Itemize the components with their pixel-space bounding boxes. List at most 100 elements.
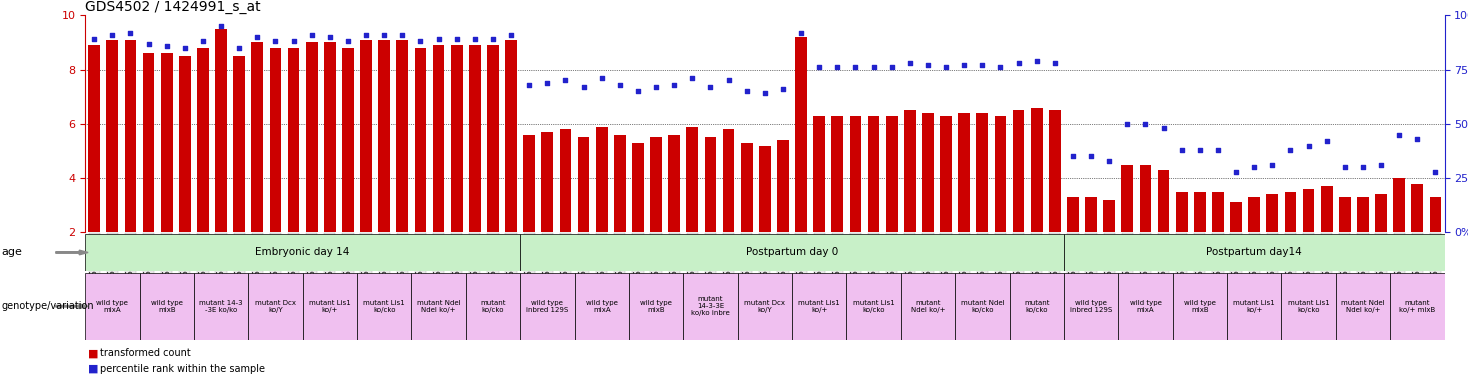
Bar	[1176, 192, 1188, 232]
Bar	[194, 273, 248, 340]
Text: GDS4502 / 1424991_s_at: GDS4502 / 1424991_s_at	[85, 0, 261, 14]
Bar	[142, 53, 154, 232]
Bar	[628, 273, 683, 340]
Bar	[1031, 108, 1042, 232]
Bar	[1336, 273, 1390, 340]
Bar	[1085, 197, 1097, 232]
Bar	[1193, 192, 1205, 232]
Text: mutant Lis1
ko/cko: mutant Lis1 ko/cko	[363, 300, 405, 313]
Point	[1351, 164, 1374, 170]
Bar	[451, 45, 462, 232]
Point	[517, 82, 540, 88]
Bar	[940, 116, 951, 232]
Point	[299, 32, 323, 38]
Bar	[342, 48, 354, 232]
Bar	[1064, 273, 1119, 340]
Point	[807, 65, 831, 71]
Bar	[633, 143, 644, 232]
Point	[844, 65, 868, 71]
Bar	[88, 45, 100, 232]
Point	[191, 38, 214, 45]
Point	[228, 45, 251, 51]
Text: wild type
inbred 129S: wild type inbred 129S	[1070, 300, 1113, 313]
Text: transformed count: transformed count	[100, 348, 191, 358]
Bar	[302, 273, 357, 340]
Bar	[650, 137, 662, 232]
Point	[1170, 147, 1193, 153]
Bar	[668, 135, 680, 232]
Point	[735, 88, 759, 94]
Bar	[904, 110, 916, 232]
Point	[1279, 147, 1302, 153]
Bar	[1158, 170, 1170, 232]
Point	[1242, 164, 1265, 170]
Text: wild type
mixB: wild type mixB	[1183, 300, 1216, 313]
Bar	[520, 234, 1064, 271]
Bar	[396, 40, 408, 232]
Point	[970, 62, 994, 68]
Bar	[1064, 234, 1445, 271]
Bar	[523, 135, 536, 232]
Text: mutant Dcx
ko/Y: mutant Dcx ko/Y	[744, 300, 785, 313]
Point	[1224, 169, 1248, 175]
Point	[825, 65, 849, 71]
Point	[1333, 164, 1356, 170]
Bar	[379, 40, 390, 232]
Text: ■: ■	[88, 364, 98, 374]
Bar	[574, 273, 628, 340]
Point	[1207, 147, 1230, 153]
Text: mutant
ko/cko: mutant ko/cko	[480, 300, 505, 313]
Bar	[1390, 273, 1445, 340]
Bar	[1227, 273, 1282, 340]
Bar	[107, 40, 119, 232]
Point	[862, 65, 885, 71]
Point	[408, 38, 432, 45]
Bar	[1139, 164, 1151, 232]
Bar	[901, 273, 956, 340]
Bar	[360, 40, 371, 232]
Point	[662, 82, 686, 88]
Bar	[1050, 110, 1061, 232]
Point	[210, 23, 233, 29]
Text: genotype/variation: genotype/variation	[1, 301, 94, 311]
Point	[1044, 60, 1067, 66]
Text: mutant Ndel
ko/cko: mutant Ndel ko/cko	[960, 300, 1004, 313]
Bar	[1339, 197, 1351, 232]
Bar	[520, 273, 574, 340]
Text: percentile rank within the sample: percentile rank within the sample	[100, 364, 264, 374]
Bar	[411, 273, 465, 340]
Bar	[1393, 178, 1405, 232]
Point	[953, 62, 976, 68]
Bar	[1376, 194, 1387, 232]
Bar	[777, 140, 788, 232]
Point	[1261, 162, 1284, 168]
Text: mutant Lis1
ko/+: mutant Lis1 ko/+	[1233, 300, 1276, 313]
Bar	[465, 273, 520, 340]
Point	[644, 84, 668, 90]
Point	[1061, 153, 1085, 159]
Text: mutant Lis1
ko/cko: mutant Lis1 ko/cko	[853, 300, 894, 313]
Bar	[759, 146, 771, 232]
Bar	[542, 132, 553, 232]
Text: mutant Ndel
Ndel ko/+: mutant Ndel Ndel ko/+	[1342, 300, 1384, 313]
Point	[137, 40, 160, 46]
Point	[445, 36, 468, 42]
Point	[608, 82, 631, 88]
Bar	[1267, 194, 1279, 232]
Bar	[1321, 186, 1333, 232]
Bar	[414, 48, 426, 232]
Bar	[1356, 197, 1368, 232]
Point	[1116, 121, 1139, 127]
Bar	[1067, 197, 1079, 232]
Bar	[233, 56, 245, 232]
Text: Embryonic day 14: Embryonic day 14	[255, 247, 349, 258]
Point	[573, 84, 596, 90]
Bar	[683, 273, 737, 340]
Point	[245, 34, 269, 40]
Point	[753, 90, 777, 96]
Bar	[737, 273, 793, 340]
Point	[1152, 125, 1176, 131]
Point	[499, 32, 523, 38]
Bar	[85, 234, 520, 271]
Bar	[487, 45, 499, 232]
